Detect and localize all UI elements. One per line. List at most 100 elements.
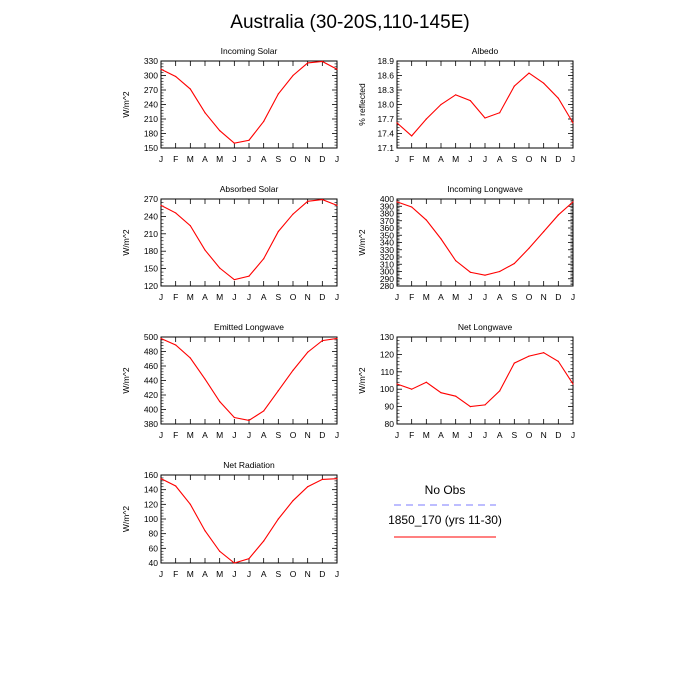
y-tick-label: 270: [144, 85, 158, 95]
x-tick-label: N: [541, 292, 547, 302]
x-tick-label: A: [438, 292, 444, 302]
x-tick-label: A: [202, 430, 208, 440]
x-tick-label: S: [511, 154, 517, 164]
y-tick-label: 500: [144, 332, 158, 342]
y-tick-label: 17.7: [377, 114, 394, 124]
data-point: [292, 369, 294, 371]
x-tick-label: M: [187, 430, 194, 440]
data-point: [263, 540, 265, 542]
data-point: [263, 410, 265, 412]
y-tick-label: 290: [380, 274, 394, 284]
y-tick-label: 420: [144, 390, 158, 400]
y-tick-label: 40: [149, 558, 159, 568]
x-tick-label: J: [335, 569, 339, 579]
x-tick-label: A: [438, 430, 444, 440]
y-tick-label: 120: [144, 499, 158, 509]
data-point: [292, 213, 294, 215]
data-point: [499, 112, 501, 114]
y-tick-label: 160: [144, 470, 158, 480]
data-point: [440, 238, 442, 240]
x-tick-label: A: [202, 292, 208, 302]
y-tick-label: 350: [380, 230, 394, 240]
x-tick-label: N: [305, 430, 311, 440]
data-point: [248, 139, 250, 141]
data-point: [160, 204, 162, 206]
x-tick-label: S: [275, 292, 281, 302]
y-tick-label: 240: [144, 100, 158, 110]
x-tick-label: A: [497, 430, 503, 440]
y-tick-label: 180: [144, 246, 158, 256]
x-tick-label: A: [438, 154, 444, 164]
data-point: [557, 214, 559, 216]
data-point: [557, 360, 559, 362]
y-tick-label: 300: [380, 267, 394, 277]
data-point: [513, 362, 515, 364]
x-tick-label: F: [173, 292, 178, 302]
x-tick-label: A: [261, 292, 267, 302]
data-point: [572, 383, 574, 385]
series-line: [160, 478, 338, 564]
data-point: [469, 100, 471, 102]
data-point: [160, 478, 162, 480]
data-point: [233, 562, 235, 564]
y-tick-label: 440: [144, 376, 158, 386]
data-point: [425, 381, 427, 383]
y-tick-label: 120: [380, 349, 394, 359]
y-tick-label: 120: [144, 281, 158, 291]
x-tick-label: O: [526, 154, 533, 164]
x-tick-label: J: [159, 292, 163, 302]
y-tick-label: 17.1: [377, 143, 394, 153]
data-point: [455, 260, 457, 262]
panel-4: Emitted Longwave W/m^2 380 400 420 440 460 480 5…: [121, 322, 339, 440]
legend: No Obs 1850_170 (yrs 11-30): [388, 483, 502, 538]
data-point: [189, 225, 191, 227]
data-point: [528, 72, 530, 74]
y-tick-label: 80: [149, 529, 159, 539]
x-tick-label: S: [275, 430, 281, 440]
x-tick-label: J: [247, 292, 251, 302]
data-point: [277, 518, 279, 520]
data-point: [292, 500, 294, 502]
x-tick-label: J: [571, 430, 575, 440]
x-tick-label: J: [159, 154, 163, 164]
y-tick-label: 130: [380, 332, 394, 342]
x-tick-label: A: [497, 292, 503, 302]
x-tick-label: D: [555, 292, 561, 302]
data-point: [469, 406, 471, 408]
data-point: [307, 62, 309, 64]
panel-1: Albedo % reflected 17.1 17.4 17.7 18.0 18.3 18.…: [357, 46, 575, 164]
x-tick-label: J: [232, 292, 236, 302]
y-tick-label: 400: [380, 194, 394, 204]
data-point: [513, 85, 515, 87]
x-tick-label: F: [409, 292, 414, 302]
data-point: [455, 395, 457, 397]
x-tick-label: M: [452, 154, 459, 164]
x-tick-label: J: [159, 430, 163, 440]
x-tick-label: N: [305, 292, 311, 302]
x-tick-label: J: [468, 154, 472, 164]
data-point: [336, 68, 338, 70]
x-tick-label: D: [319, 154, 325, 164]
data-point: [396, 122, 398, 124]
y-tick-label: 310: [380, 259, 394, 269]
data-point: [277, 230, 279, 233]
panel-title: Incoming Solar: [221, 46, 278, 56]
y-axis-label: % reflected: [357, 83, 367, 126]
y-tick-label: 210: [144, 229, 158, 239]
y-tick-label: 210: [144, 114, 158, 124]
data-point: [263, 120, 265, 123]
x-tick-label: M: [187, 154, 194, 164]
x-tick-label: J: [247, 569, 251, 579]
x-tick-label: N: [305, 154, 311, 164]
data-point: [543, 231, 545, 233]
data-point: [175, 485, 177, 487]
data-point: [277, 390, 279, 392]
y-tick-label: 390: [380, 201, 394, 211]
plot-frame: [396, 60, 574, 149]
x-tick-label: M: [187, 292, 194, 302]
y-tick-label: 360: [380, 223, 394, 233]
x-tick-label: J: [483, 292, 487, 302]
data-point: [248, 558, 250, 560]
legend-obs-label: No Obs: [425, 483, 466, 497]
page-title: Australia (30-20S,110-145E): [230, 12, 470, 33]
